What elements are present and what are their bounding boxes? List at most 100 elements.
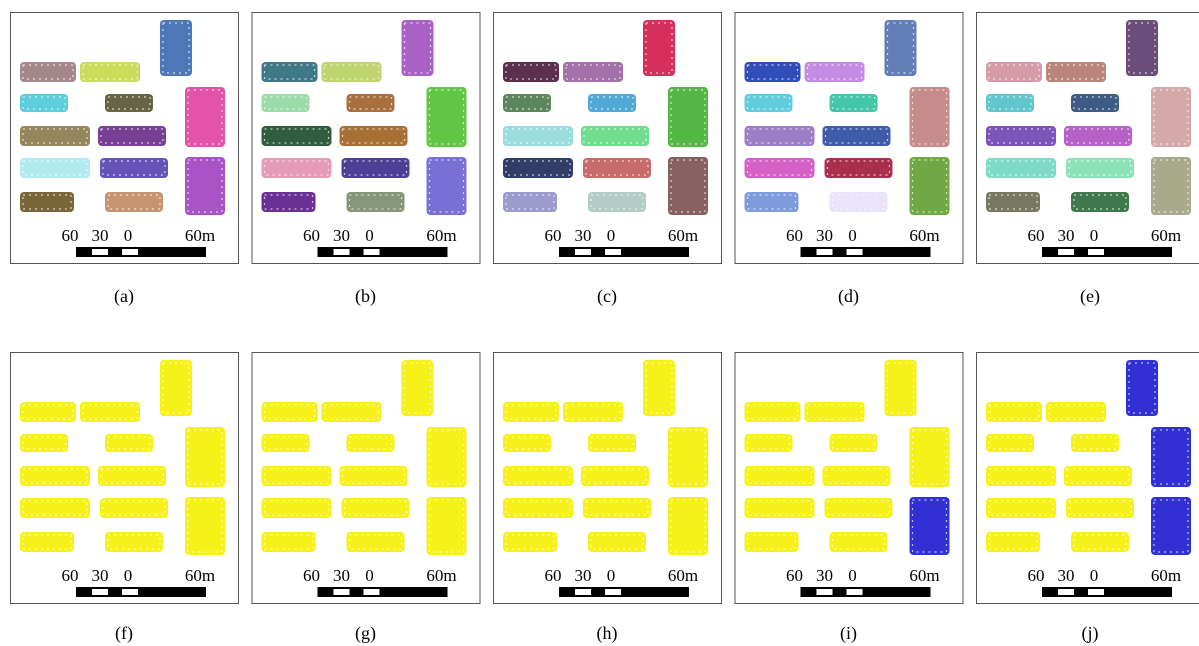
point-cluster <box>910 87 950 147</box>
point-cluster <box>910 427 950 487</box>
panel-caption: (g) <box>355 623 376 644</box>
panel: 60 30 0 60m <box>735 13 963 264</box>
scale-label: 0 <box>848 566 857 585</box>
scale-label: 30 <box>1058 566 1075 585</box>
point-cluster <box>427 87 467 147</box>
point-cluster <box>643 20 675 76</box>
scale-bar-gap <box>1058 249 1074 255</box>
panel: 60 30 0 60m <box>494 13 722 264</box>
point-cluster <box>402 360 434 416</box>
point-cluster <box>1151 157 1191 215</box>
scale-bar-gap <box>605 249 621 255</box>
point-cluster <box>668 427 708 487</box>
panel-caption: (j) <box>1082 623 1099 644</box>
scale-label: 30 <box>575 226 592 245</box>
scale-label: 0 <box>124 566 133 585</box>
point-cluster <box>885 20 917 76</box>
panel-caption: (c) <box>597 286 617 307</box>
panel-caption: (f) <box>115 623 133 644</box>
scale-label: 60m <box>668 226 698 245</box>
scale-bar-gap <box>122 249 138 255</box>
scale-label: 0 <box>1090 566 1099 585</box>
point-cluster <box>1151 497 1191 555</box>
scale-label: 60 <box>545 566 562 585</box>
scale-label: 0 <box>848 226 857 245</box>
point-cluster <box>1151 87 1191 147</box>
point-cluster <box>185 157 225 215</box>
figure: 6030060m(a)6030060m(b)6030060m(c)6030060… <box>0 0 1199 646</box>
scale-label: 30 <box>92 566 109 585</box>
scale-label: 0 <box>1090 226 1099 245</box>
point-cluster <box>1151 427 1191 487</box>
scale-label: 30 <box>1058 226 1075 245</box>
scale-bar-gap <box>334 589 350 595</box>
scale-bar-gap <box>575 249 591 255</box>
scale-label: 60m <box>1151 226 1181 245</box>
point-cluster <box>668 87 708 147</box>
panel: 60 30 0 60m <box>494 353 722 604</box>
point-cluster <box>427 497 467 555</box>
scale-bar-gap <box>122 589 138 595</box>
scale-bar-gap <box>847 589 863 595</box>
scale-label: 30 <box>333 226 350 245</box>
scale-label: 60 <box>545 226 562 245</box>
scale-bar-gap <box>1088 589 1104 595</box>
scale-label: 60m <box>909 226 939 245</box>
scale-label: 60 <box>1028 566 1045 585</box>
scale-label: 30 <box>333 566 350 585</box>
scale-label: 60 <box>786 226 803 245</box>
scale-bar-gap <box>605 589 621 595</box>
panel: 6030060m <box>252 13 480 264</box>
panel-caption: (b) <box>355 286 376 307</box>
scale-label: 60m <box>185 226 215 245</box>
scale-label: 0 <box>607 566 616 585</box>
scale-bar-gap <box>817 249 833 255</box>
panel-caption: (e) <box>1080 286 1100 307</box>
scale-label: 30 <box>575 566 592 585</box>
point-cluster <box>185 497 225 555</box>
panel: 60 30 0 60m <box>252 353 480 604</box>
panel-caption: (i) <box>840 623 857 644</box>
point-cluster <box>910 497 950 555</box>
scale-bar-gap <box>1088 249 1104 255</box>
scale-bar-gap <box>364 249 380 255</box>
panel: 6030060m <box>11 13 239 264</box>
point-cluster <box>160 360 192 416</box>
scale-label: 60 <box>1028 226 1045 245</box>
scale-label: 0 <box>607 226 616 245</box>
point-cluster <box>885 360 917 416</box>
scale-label: 30 <box>816 226 833 245</box>
panel-caption: (d) <box>838 286 859 307</box>
scale-label: 60 <box>62 566 79 585</box>
point-cluster <box>160 20 192 76</box>
point-cluster <box>1126 20 1158 76</box>
point-cluster <box>668 157 708 215</box>
scale-label: 60m <box>426 566 456 585</box>
panel-caption: (h) <box>597 623 618 644</box>
panel: 60 30 0 60m <box>977 13 1199 264</box>
scale-label: 60 <box>303 566 320 585</box>
point-cluster <box>185 427 225 487</box>
scale-label: 60m <box>668 566 698 585</box>
scale-bar-gap <box>334 249 350 255</box>
point-cluster <box>185 87 225 147</box>
scale-label: 60 <box>786 566 803 585</box>
panel: 60 30 0 60m <box>11 353 239 604</box>
scale-bar-gap <box>575 589 591 595</box>
scale-label: 30 <box>92 226 109 245</box>
point-cluster <box>402 20 434 76</box>
scale-label: 60m <box>426 226 456 245</box>
panel-caption: (a) <box>114 286 134 307</box>
scale-label: 0 <box>124 226 133 245</box>
point-cluster <box>427 157 467 215</box>
point-cluster <box>668 497 708 555</box>
scale-label: 60m <box>1151 566 1181 585</box>
scale-label: 60m <box>909 566 939 585</box>
point-cluster <box>1126 360 1158 416</box>
scale-label: 30 <box>816 566 833 585</box>
scale-label: 60m <box>185 566 215 585</box>
scale-bar-gap <box>92 589 108 595</box>
scale-label: 0 <box>365 226 374 245</box>
scale-label: 0 <box>365 566 374 585</box>
point-cluster <box>643 360 675 416</box>
